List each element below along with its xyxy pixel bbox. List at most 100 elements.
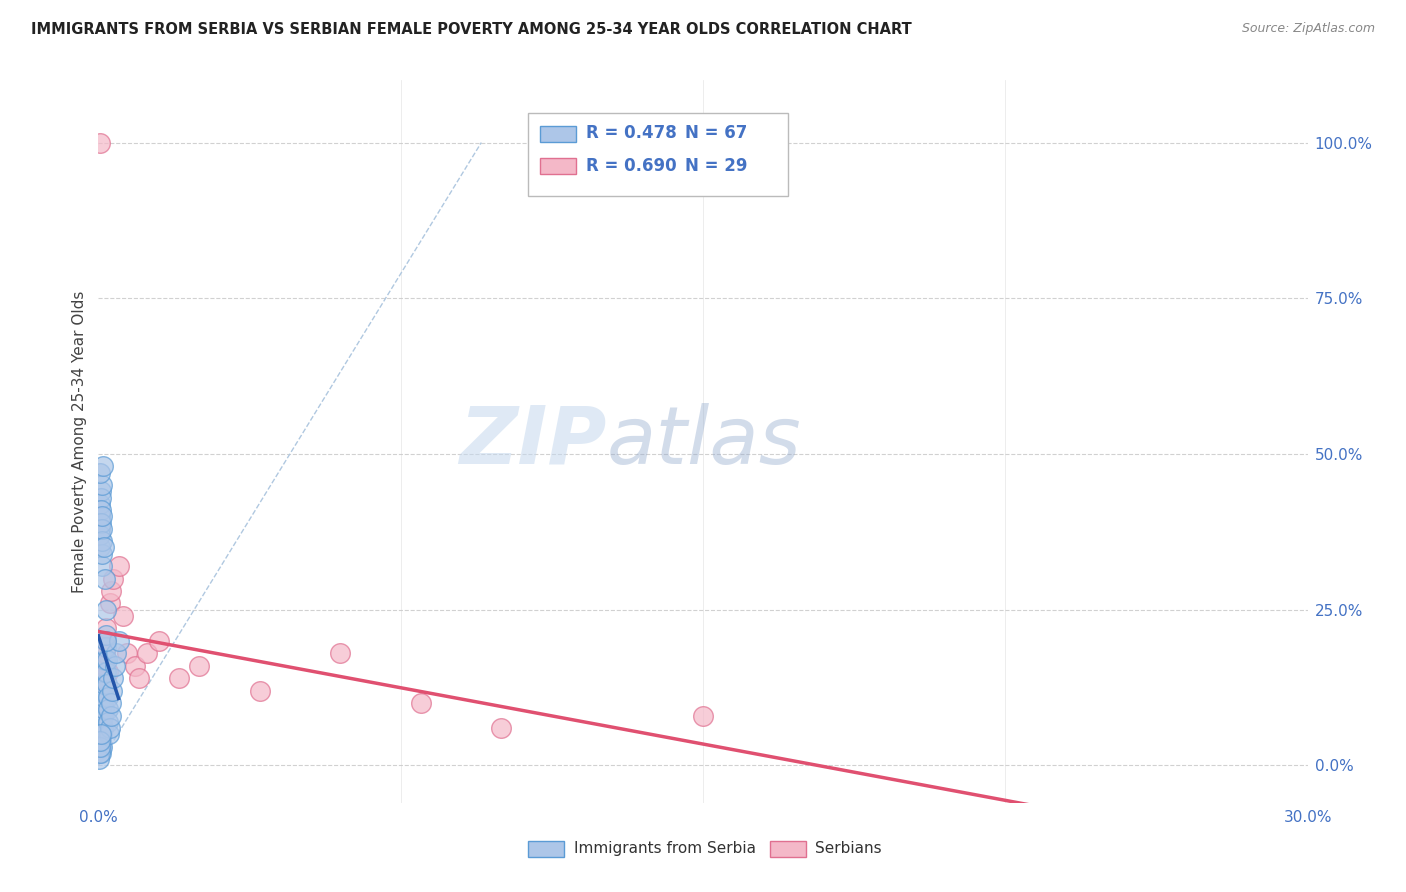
Point xyxy=(96,633,118,648)
Text: IMMIGRANTS FROM SERBIA VS SERBIAN FEMALE POVERTY AMONG 25-34 YEAR OLDS CORRELATI: IMMIGRANTS FROM SERBIA VS SERBIAN FEMALE… xyxy=(31,22,911,37)
Point xyxy=(93,702,115,716)
Point xyxy=(115,646,138,660)
Point xyxy=(90,746,112,760)
Point xyxy=(89,739,111,754)
Text: N = 29: N = 29 xyxy=(685,156,748,175)
Point xyxy=(91,671,114,685)
Point xyxy=(93,690,115,704)
Text: Serbians: Serbians xyxy=(815,841,882,855)
Point xyxy=(97,702,120,716)
Point xyxy=(692,708,714,723)
Point xyxy=(91,509,114,524)
Bar xyxy=(540,158,576,174)
Point xyxy=(90,559,112,574)
Point xyxy=(91,696,114,710)
Point xyxy=(90,484,112,499)
Point xyxy=(89,714,111,729)
Point xyxy=(93,658,115,673)
Point xyxy=(89,721,111,735)
Point xyxy=(107,633,129,648)
Point xyxy=(89,708,111,723)
Point xyxy=(93,541,115,555)
Point xyxy=(329,646,352,660)
Bar xyxy=(769,841,806,857)
Point xyxy=(90,491,112,505)
FancyBboxPatch shape xyxy=(527,112,787,196)
Point xyxy=(100,696,122,710)
Point xyxy=(107,559,129,574)
Point xyxy=(96,652,118,666)
Text: Immigrants from Serbia: Immigrants from Serbia xyxy=(574,841,755,855)
Point xyxy=(94,603,117,617)
Point xyxy=(90,708,112,723)
Bar xyxy=(527,841,564,857)
Point xyxy=(89,696,111,710)
Point xyxy=(90,516,112,530)
Point xyxy=(89,727,111,741)
Y-axis label: Female Poverty Among 25-34 Year Olds: Female Poverty Among 25-34 Year Olds xyxy=(72,291,87,592)
Point xyxy=(89,136,111,150)
Point xyxy=(103,658,125,673)
Text: ZIP: ZIP xyxy=(458,402,606,481)
Point xyxy=(91,727,114,741)
Point xyxy=(105,646,128,660)
Point xyxy=(94,665,117,679)
Point xyxy=(90,721,112,735)
Point xyxy=(91,714,114,729)
Point xyxy=(491,721,513,735)
Point xyxy=(89,746,111,760)
Point xyxy=(91,708,114,723)
Point xyxy=(101,572,124,586)
Point xyxy=(89,696,111,710)
Point xyxy=(91,522,114,536)
Point xyxy=(148,633,170,648)
Point xyxy=(101,671,124,685)
Point xyxy=(90,739,112,754)
Point xyxy=(91,459,114,474)
Point xyxy=(90,478,112,492)
Point xyxy=(89,727,111,741)
Point xyxy=(188,658,211,673)
Point xyxy=(94,640,117,654)
Point xyxy=(128,671,150,685)
Point xyxy=(101,683,124,698)
Point xyxy=(90,683,112,698)
Point xyxy=(97,727,120,741)
Point xyxy=(97,690,120,704)
Point xyxy=(96,621,118,635)
Point xyxy=(91,534,114,549)
Point xyxy=(91,727,114,741)
Text: R = 0.478: R = 0.478 xyxy=(586,124,676,142)
Point xyxy=(91,683,114,698)
Point xyxy=(89,733,111,747)
Point xyxy=(94,627,117,641)
Point xyxy=(124,658,146,673)
Point xyxy=(89,528,111,542)
Point xyxy=(90,727,112,741)
Point xyxy=(90,503,112,517)
Text: atlas: atlas xyxy=(606,402,801,481)
Point xyxy=(97,665,120,679)
Point xyxy=(167,671,190,685)
Point xyxy=(89,541,111,555)
Point xyxy=(90,708,112,723)
Text: Source: ZipAtlas.com: Source: ZipAtlas.com xyxy=(1241,22,1375,36)
Point xyxy=(91,739,114,754)
Bar xyxy=(540,126,576,142)
Point xyxy=(89,497,111,511)
Point xyxy=(100,708,122,723)
Point xyxy=(89,466,111,480)
Text: N = 67: N = 67 xyxy=(685,124,747,142)
Point xyxy=(93,677,115,691)
Point xyxy=(94,646,117,660)
Point xyxy=(89,522,111,536)
Point xyxy=(96,677,118,691)
Point xyxy=(94,572,117,586)
Point xyxy=(135,646,157,660)
Point xyxy=(91,721,114,735)
Point xyxy=(91,721,114,735)
Point xyxy=(89,752,111,766)
Point xyxy=(249,683,271,698)
Point xyxy=(89,509,111,524)
Point xyxy=(409,696,432,710)
